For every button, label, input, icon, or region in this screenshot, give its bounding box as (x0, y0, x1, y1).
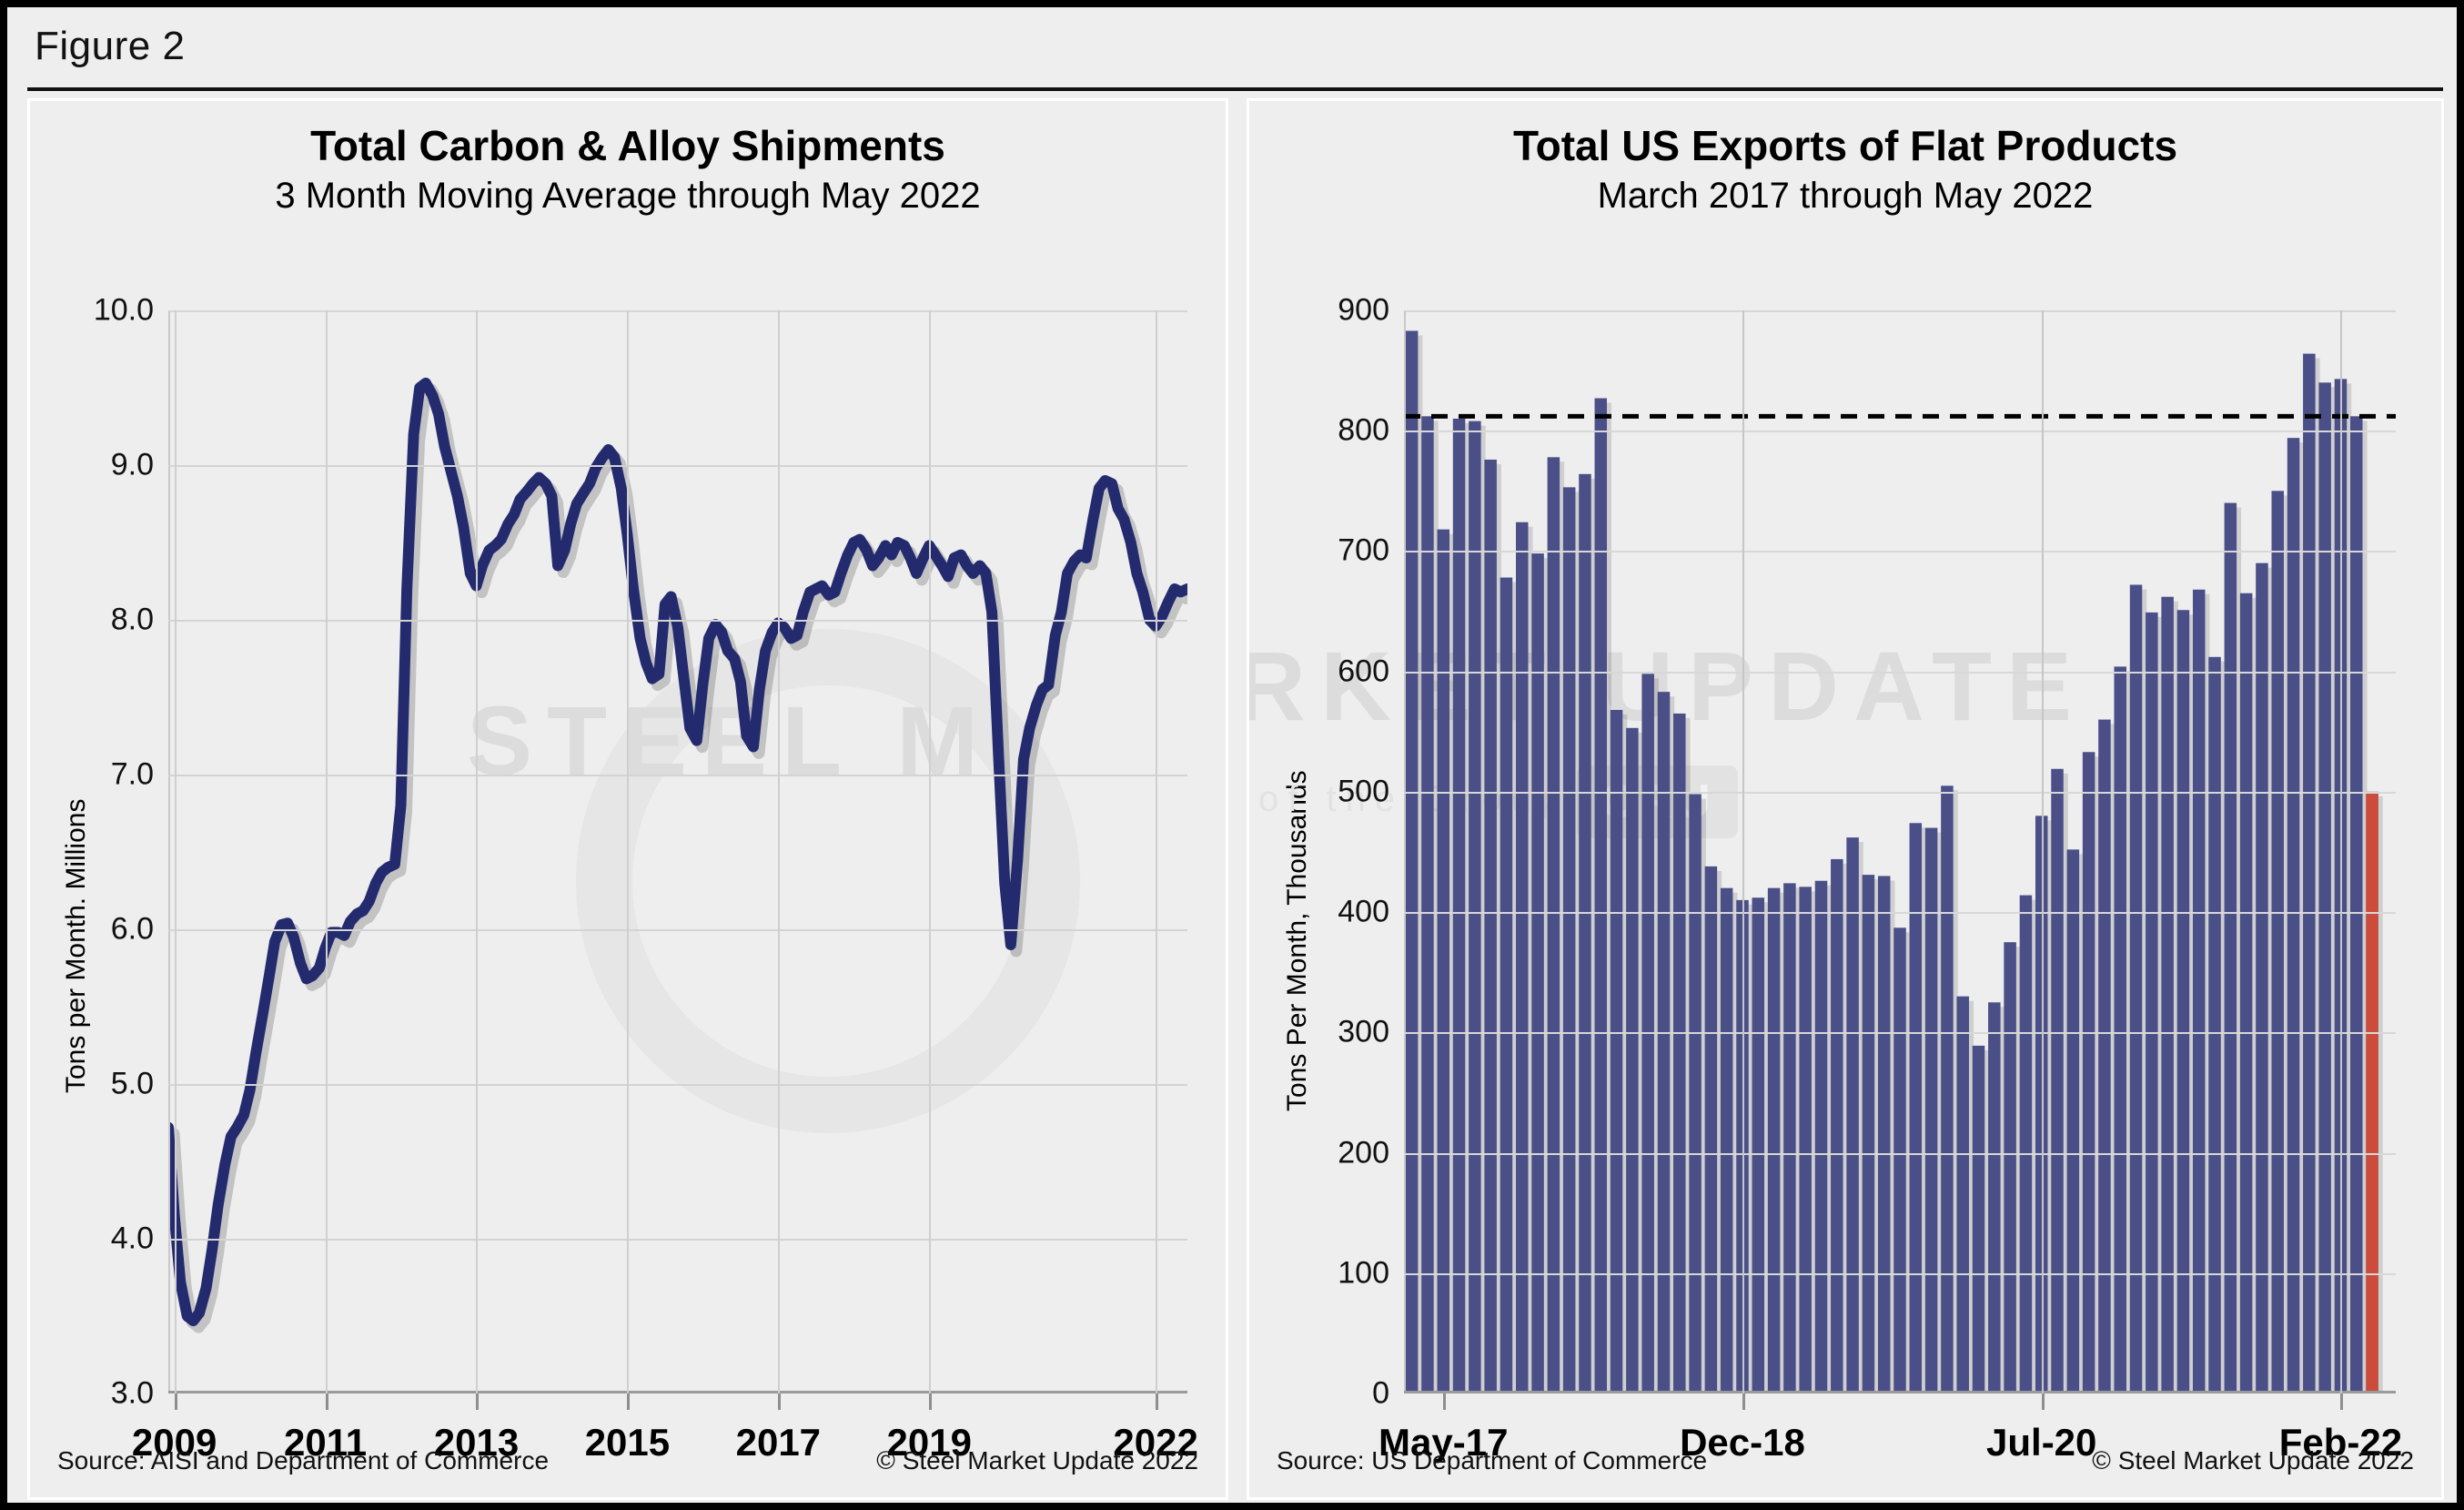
figure-label: Figure 2 (35, 24, 186, 68)
left-x-tick: 2019 (886, 1421, 972, 1464)
right-x-tick: Dec-18 (1680, 1421, 1805, 1464)
right-vgridline (1742, 310, 1744, 1393)
right-y-tick: 300 (1338, 1014, 1389, 1049)
right-plot-border (1404, 310, 2396, 1393)
right-y-tick: 100 (1338, 1255, 1389, 1291)
right-copyright: © Steel Market Update 2022 (2092, 1446, 2414, 1475)
left-y-tick: 9.0 (110, 447, 154, 482)
right-y-tick: 800 (1338, 412, 1389, 448)
left-vgridline (476, 310, 479, 1393)
left-vgridline (929, 310, 932, 1393)
left-gridline (168, 1084, 1187, 1086)
left-x-tick-mark (929, 1393, 933, 1410)
right-gridline (1404, 1152, 2396, 1155)
left-gridline (168, 465, 1187, 467)
left-copyright: © Steel Market Update 2022 (876, 1446, 1198, 1475)
right-y-tick: 600 (1338, 654, 1389, 689)
left-vgridline (1156, 310, 1158, 1393)
panel-shipments: Total Carbon & Alloy Shipments 3 Month M… (27, 98, 1228, 1500)
figure-page: Figure 2 Total Carbon & Alloy Shipments … (7, 7, 2457, 1503)
right-gridline (1404, 431, 2396, 433)
right-y-tick: 0 (1372, 1375, 1389, 1411)
right-x-tick-mark (1443, 1393, 1447, 1410)
right-gridline (1404, 1272, 2396, 1275)
left-vgridline (174, 310, 177, 1393)
right-gridline (1404, 671, 2396, 674)
right-x-tick: Jul-20 (1986, 1421, 2097, 1464)
right-chart-subtitle: March 2017 through May 2022 (1597, 176, 2094, 216)
right-x-tick-mark (2041, 1393, 2045, 1410)
panel-exports: Total US Exports of Flat Products March … (1247, 98, 2444, 1500)
left-x-tick-mark (627, 1393, 631, 1410)
right-plot-area: 900 800 700 600 500 400 300 200 100 0 May-17 Dec-18… (1338, 293, 2402, 1464)
left-vgridline (778, 310, 781, 1393)
left-x-tick: 2009 (131, 1421, 217, 1464)
left-y-tick: 10.0 (93, 292, 154, 328)
left-y-tick: 3.0 (110, 1375, 154, 1411)
right-y-tick: 900 (1338, 292, 1389, 328)
left-y-tick: 5.0 (110, 1066, 154, 1101)
left-y-tick: 4.0 (110, 1221, 154, 1256)
right-gridline (1404, 912, 2396, 915)
right-vgridline (2340, 310, 2343, 1393)
right-x-tick: Feb-22 (2278, 1421, 2403, 1464)
left-x-tick: 2017 (735, 1421, 822, 1464)
left-plot-border (168, 310, 1187, 1393)
left-gridline (168, 620, 1187, 622)
right-x-tick-mark (1742, 1393, 1745, 1410)
left-x-tick: 2022 (1113, 1421, 1198, 1464)
right-x-tick: May-17 (1378, 1421, 1509, 1464)
right-gridline (1404, 1032, 2396, 1035)
left-source-note: Source: AISI and Department of Commerce (57, 1446, 550, 1475)
left-x-tick-mark (778, 1393, 782, 1410)
left-gridline (168, 775, 1187, 776)
figure-divider (27, 87, 2443, 91)
left-gridline (168, 929, 1187, 931)
left-chart-title: Total Carbon & Alloy Shipments (310, 122, 945, 169)
left-vgridline (325, 310, 328, 1393)
right-y-tick: 400 (1338, 894, 1389, 929)
left-x-tick: 2011 (284, 1421, 368, 1464)
left-y-tick: 7.0 (110, 756, 154, 792)
left-x-tick-mark (476, 1393, 480, 1410)
left-x-axis (168, 1391, 1187, 1393)
right-chart-title: Total US Exports of Flat Products (1512, 122, 2178, 169)
right-y-tick: 200 (1338, 1135, 1389, 1171)
left-x-tick-mark (174, 1393, 177, 1410)
shipments-line-chart (168, 377, 1187, 1333)
right-y-tick: 700 (1338, 532, 1389, 568)
left-y-tick: 8.0 (110, 602, 154, 637)
right-gridline (1404, 551, 2396, 553)
right-source-note: Source: US Department of Commerce (1277, 1446, 1708, 1475)
left-x-tick: 2013 (433, 1421, 520, 1464)
left-gridline (168, 1239, 1187, 1241)
left-y-tick: 6.0 (110, 911, 154, 947)
right-x-axis (1404, 1391, 2396, 1393)
left-x-tick-mark (325, 1393, 328, 1410)
right-x-tick-mark (2340, 1393, 2344, 1410)
left-y-axis-label: Tons per Month. Millions (61, 798, 91, 1093)
left-vgridline (627, 310, 630, 1393)
right-y-tick: 500 (1338, 774, 1389, 809)
left-plot-area: 10.0 9.0 8.0 7.0 6.0 5.0 4.0 3.0 2009 2011 2013 201… (94, 293, 1198, 1464)
right-gridline (1404, 791, 2396, 794)
left-x-tick: 2015 (584, 1421, 671, 1464)
right-y-axis-label: Tons Per Month, Thousands (1282, 770, 1312, 1111)
right-vgridline (2041, 310, 2044, 1393)
left-chart-subtitle: 3 Month Moving Average through May 2022 (275, 176, 981, 216)
left-x-tick-mark (1156, 1393, 1159, 1410)
